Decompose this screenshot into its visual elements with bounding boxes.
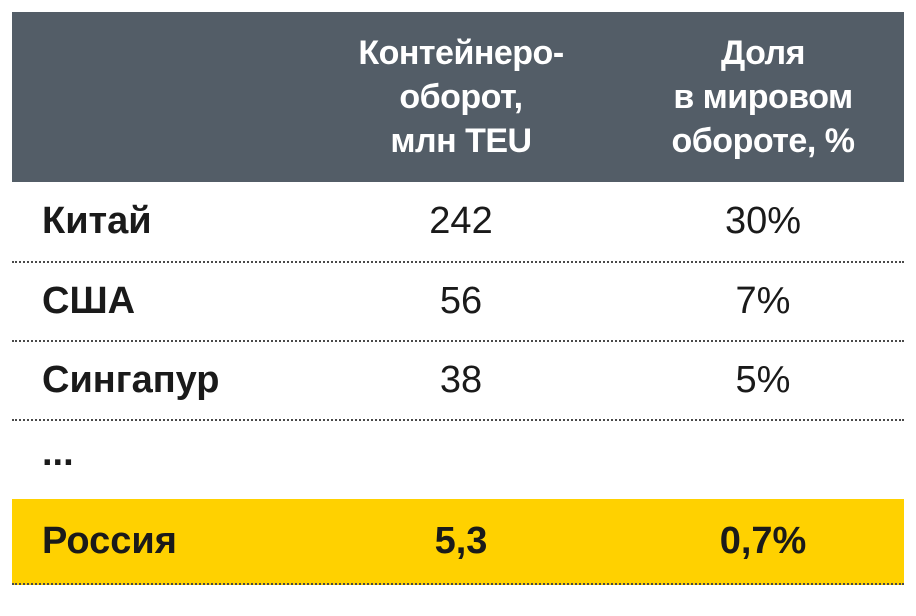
row-label: ...: [42, 431, 74, 474]
row-teu-value: 38: [439, 359, 483, 401]
header-container-turnover-line-3: млн TEU: [390, 122, 532, 160]
header-world-share-line-3: обороте, %: [671, 122, 855, 160]
table-row-singapore: Сингапур 38 5%: [12, 342, 904, 421]
row-teu-value: 242: [429, 200, 493, 242]
header-world-share-line-2: в мировом: [673, 78, 853, 116]
row-label: Китай: [42, 200, 152, 242]
row-share-value: 7%: [735, 280, 791, 322]
header-world-share: Доля в мировом обороте, %: [622, 12, 904, 182]
table-header: Контейнеро- оборот, млн TEU Доля в миров…: [12, 12, 904, 182]
row-share-value: 0,7%: [719, 519, 807, 562]
row-teu-value: 5,3: [434, 519, 488, 562]
row-share-value: 5%: [735, 359, 791, 401]
header-country-column: [12, 12, 300, 182]
table-row-usa: США 56 7%: [12, 263, 904, 342]
container-turnover-table: Контейнеро- оборот, млн TEU Доля в миров…: [12, 12, 904, 585]
table-row-ellipsis: ...: [12, 421, 904, 499]
header-world-share-line-1: Доля: [721, 34, 806, 72]
header-container-turnover: Контейнеро- оборот, млн TEU: [300, 12, 622, 182]
row-label: Россия: [42, 519, 177, 562]
table-row-china: Китай 242 30%: [12, 182, 904, 263]
header-container-turnover-line-2: оборот,: [399, 78, 523, 116]
row-teu-value: 56: [439, 280, 483, 322]
row-share-value: 30%: [724, 200, 802, 242]
row-label: США: [42, 280, 136, 322]
header-container-turnover-line-1: Контейнеро-: [358, 34, 564, 72]
table-row-russia-highlighted: Россия 5,3 0,7%: [12, 499, 904, 585]
row-label: Сингапур: [42, 359, 220, 401]
